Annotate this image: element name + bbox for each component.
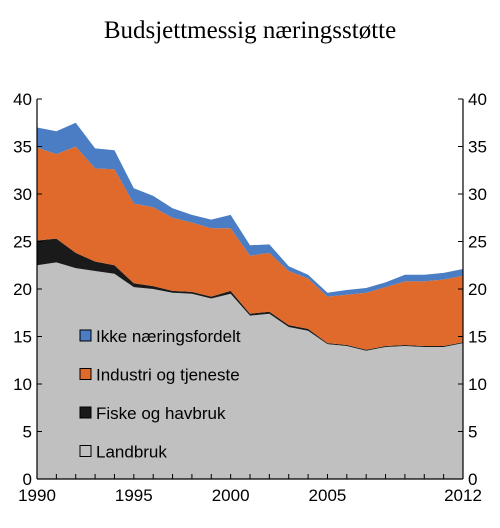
y-tick-label-left: 25	[13, 233, 32, 252]
y-tick-label-left: 5	[23, 423, 32, 442]
chart-title: Budsjettmessig næringsstøtte	[104, 17, 396, 44]
legend-swatch	[79, 368, 92, 380]
y-tick-label-right: 15	[468, 328, 487, 347]
legend: Ikke næringsfordelt Industri og tjeneste F…	[79, 327, 241, 462]
y-tick-label-right: 10	[468, 375, 487, 394]
y-tick-label-right: 40	[468, 90, 487, 109]
legend-swatch	[79, 329, 92, 342]
x-tick-label: 2012	[444, 486, 482, 505]
x-tick-label: 1995	[115, 486, 153, 505]
tick-labels: 0 0 5 5 10 10 15 15 20 20 25 25 30 30 35 35 40 40 1990 1995…	[13, 90, 487, 505]
y-tick-label-right: 20	[468, 280, 487, 299]
area-landbruk	[37, 262, 463, 479]
y-tick-label-left: 15	[13, 328, 32, 347]
y-tick-label-left: 20	[13, 280, 32, 299]
series-areas	[37, 122, 463, 479]
legend-swatch	[79, 445, 92, 457]
y-tick-label-right: 30	[468, 185, 487, 204]
y-tick-label-left: 10	[13, 375, 32, 394]
y-tick-label-right: 25	[468, 233, 487, 252]
x-tick-label: 2000	[212, 486, 250, 505]
legend-label: Industri og tjeneste	[96, 366, 240, 385]
axes	[36, 98, 464, 480]
x-tick-label: 2005	[309, 486, 347, 505]
legend-label: Fiske og havbruk	[96, 404, 226, 423]
area-ikke-næringsfordelt	[37, 122, 463, 297]
y-tick-label-left: 30	[13, 185, 32, 204]
y-tick-label-right: 35	[468, 138, 487, 157]
y-tick-label-left: 35	[13, 138, 32, 157]
legend-label: Landbruk	[96, 443, 167, 462]
y-tick-label-left: 0	[23, 470, 32, 489]
area-industri-og-tjeneste	[37, 146, 463, 350]
y-tick-label-right: 0	[468, 470, 477, 489]
y-tick-label-right: 5	[468, 423, 477, 442]
x-tick-label: 1990	[18, 486, 56, 505]
legend-label: Ikke næringsfordelt	[96, 327, 241, 346]
legend-swatch	[79, 406, 92, 419]
y-tick-label-left: 40	[13, 90, 32, 109]
